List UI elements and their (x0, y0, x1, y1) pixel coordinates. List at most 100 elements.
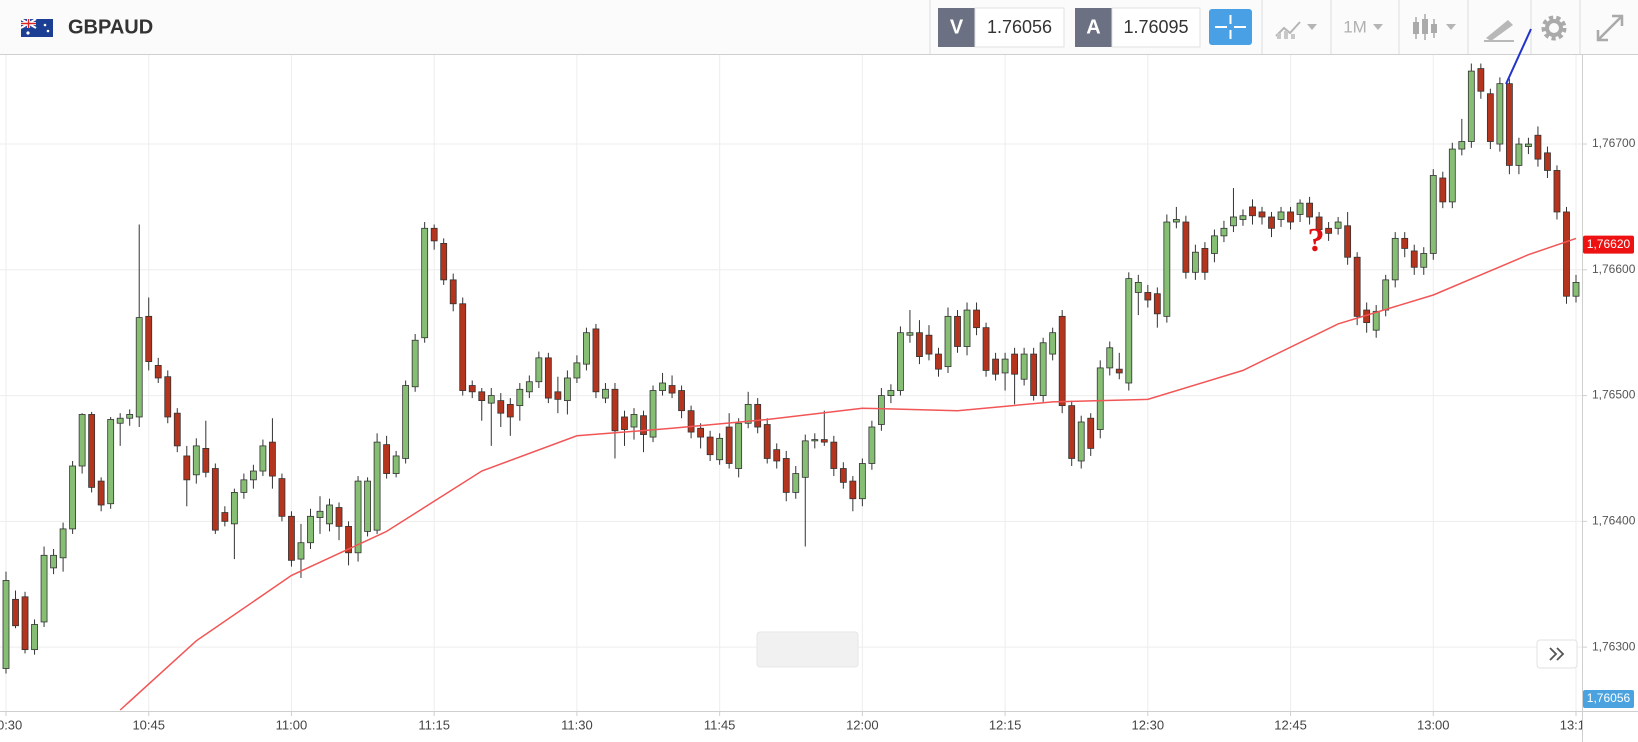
candle-body (478, 391, 486, 402)
candle-body (364, 480, 371, 532)
scroll-handle[interactable] (756, 631, 859, 668)
candle-body (554, 391, 562, 400)
candle-body (583, 332, 590, 365)
candle-body (126, 414, 134, 419)
symbol: GBPAUD (68, 16, 153, 38)
candle-body (906, 332, 914, 336)
candle-body (345, 525, 352, 554)
candle-body (1382, 279, 1390, 311)
candle-body (221, 512, 229, 522)
candle-body (1134, 281, 1142, 293)
candle-body (430, 227, 438, 242)
candle-body (792, 473, 800, 493)
candle-body (383, 444, 391, 474)
candle-body (97, 480, 105, 506)
bid-price-label: 1,76056 (1587, 691, 1631, 705)
candle-body (839, 468, 847, 483)
candle-body (1496, 83, 1504, 145)
candle-body (668, 385, 676, 394)
candle-body (402, 385, 410, 459)
candle-body (611, 388, 619, 432)
candle-body (782, 458, 790, 493)
moving-average-line (119, 237, 1577, 711)
y-tick-label: 1,76700 (1592, 136, 1636, 150)
candle-body (535, 357, 543, 383)
candle-body (592, 328, 600, 393)
timeframe-dropdown[interactable] (1373, 24, 1383, 30)
candle-body (506, 403, 514, 418)
candle-body (421, 227, 429, 339)
chart-type-button[interactable] (1275, 21, 1317, 39)
candle-body (354, 480, 362, 554)
candle-body (1296, 202, 1304, 215)
header-bar (0, 0, 1638, 54)
candle-body (849, 480, 857, 500)
candle-body (192, 445, 200, 476)
candle-body (811, 439, 819, 442)
candle-body (858, 463, 866, 500)
candle-body (1191, 251, 1199, 273)
candle-body (1525, 143, 1532, 147)
y-tick-label: 1,76600 (1592, 262, 1636, 276)
candle-body (992, 358, 999, 375)
timeframe-button[interactable]: 1M (1343, 17, 1367, 36)
candle-body (411, 339, 419, 388)
ask-price: 1.76095 (1123, 17, 1188, 37)
candle-body (173, 412, 181, 447)
last-price-label: 1,76620 (1587, 237, 1631, 251)
candle-body (725, 426, 733, 464)
x-tick-label: 10:45 (132, 717, 165, 732)
candle-body (1315, 216, 1323, 230)
x-tick-label: 12:45 (1274, 717, 1307, 732)
candle-body (697, 427, 705, 438)
draw-tool-button[interactable] (1484, 20, 1514, 42)
candle-body (1534, 134, 1542, 160)
candle-body (1087, 417, 1095, 449)
candle-body (1163, 221, 1171, 317)
candle-body (868, 426, 876, 464)
flag-icon (20, 18, 53, 37)
candle-body (716, 437, 724, 461)
x-tick-label: 13:00 (1417, 717, 1450, 732)
bid-box (974, 7, 1065, 48)
candle-body (1068, 405, 1076, 459)
candle-body (69, 465, 77, 530)
settings-button[interactable] (1541, 15, 1567, 41)
scroll-forward-button[interactable] (1536, 639, 1578, 669)
crosshair-button[interactable] (1209, 9, 1252, 45)
candle-body (1096, 367, 1104, 430)
x-tick-label: 11:00 (276, 717, 308, 732)
candle-body (373, 441, 381, 531)
ask-button[interactable] (1075, 8, 1112, 47)
candle-body (525, 381, 533, 393)
candle-body (497, 400, 505, 414)
candle-body (916, 332, 923, 357)
candle-body (659, 382, 666, 391)
fullscreen-button[interactable] (1596, 14, 1624, 42)
candle-body (240, 479, 248, 493)
candle-body (1458, 141, 1466, 150)
candle-body (2, 580, 10, 669)
drawn-trendline (1505, 28, 1532, 85)
candle-style-button[interactable] (1413, 14, 1456, 40)
candle-body (1515, 143, 1523, 166)
candle-body (1249, 206, 1256, 217)
candle-body (211, 468, 219, 531)
candle-body (820, 439, 828, 443)
candle-body (183, 455, 191, 481)
x-tick-label: 11:30 (561, 717, 593, 732)
candle-body (935, 353, 942, 370)
candle-body (630, 414, 638, 428)
candle-body (449, 279, 457, 305)
candle-body (1439, 177, 1447, 203)
candle-body (1230, 216, 1237, 227)
candle-body (1477, 68, 1485, 92)
bid-price-tag (1583, 690, 1634, 708)
y-tick-label: 1,76500 (1592, 388, 1636, 402)
candle-body (145, 315, 153, 363)
candle-body (573, 362, 581, 379)
bid-price: 1.76056 (987, 17, 1052, 37)
candle-body (487, 395, 495, 404)
bid-button[interactable] (938, 8, 975, 47)
annotation: ? (1308, 222, 1325, 259)
